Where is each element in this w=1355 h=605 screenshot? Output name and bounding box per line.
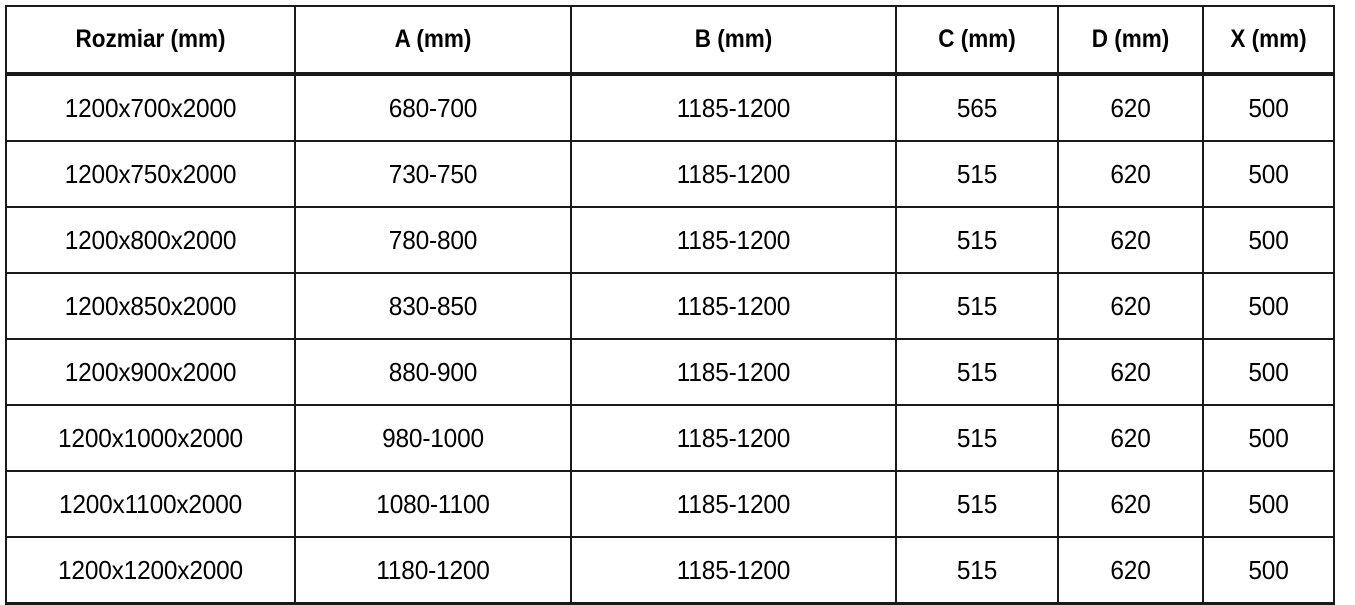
column-header-c: C (mm) (903, 5, 1051, 76)
cell-a: 830-850 (302, 272, 564, 340)
cell-d: 620 (1061, 73, 1200, 142)
cell-size: 1200x1200x2000 (13, 536, 288, 605)
cell-b: 1185-1200 (579, 338, 888, 406)
table-header-row: Rozmiar (mm) A (mm) B (mm) C (mm) D (mm)… (6, 5, 1334, 76)
cell-x: 500 (1205, 404, 1332, 472)
cell-b: 1185-1200 (579, 404, 888, 472)
cell-a: 680-700 (302, 73, 564, 142)
cell-c: 515 (899, 140, 1055, 208)
specification-table-container: Rozmiar (mm) A (mm) B (mm) C (mm) D (mm)… (5, 5, 1335, 605)
cell-d: 620 (1061, 536, 1200, 605)
cell-a: 1080-1100 (302, 470, 564, 538)
cell-size: 1200x700x2000 (13, 73, 288, 142)
cell-c: 565 (899, 73, 1055, 142)
cell-size: 1200x900x2000 (13, 338, 288, 406)
column-header-a: A (mm) (307, 5, 559, 76)
table-row: 1200x850x2000 830-850 1185-1200 515 620 … (6, 272, 1334, 340)
cell-size: 1200x850x2000 (13, 272, 288, 340)
cell-x: 500 (1205, 140, 1332, 208)
cell-d: 620 (1061, 470, 1200, 538)
cell-size: 1200x800x2000 (13, 206, 288, 274)
cell-a: 780-800 (302, 206, 564, 274)
cell-c: 515 (899, 404, 1055, 472)
column-header-size: Rozmiar (mm) (19, 5, 282, 76)
cell-a: 1180-1200 (302, 536, 564, 605)
specification-table: Rozmiar (mm) A (mm) B (mm) C (mm) D (mm)… (5, 5, 1335, 605)
table-row: 1200x1200x2000 1180-1200 1185-1200 515 6… (6, 536, 1334, 605)
table-row: 1200x900x2000 880-900 1185-1200 515 620 … (6, 338, 1334, 406)
cell-c: 515 (899, 338, 1055, 406)
cell-size: 1200x750x2000 (13, 140, 288, 208)
cell-b: 1185-1200 (579, 73, 888, 142)
cell-a: 980-1000 (302, 404, 564, 472)
cell-b: 1185-1200 (579, 206, 888, 274)
cell-d: 620 (1061, 404, 1200, 472)
cell-b: 1185-1200 (579, 140, 888, 208)
cell-b: 1185-1200 (579, 470, 888, 538)
cell-d: 620 (1061, 272, 1200, 340)
cell-x: 500 (1205, 272, 1332, 340)
cell-x: 500 (1205, 536, 1332, 605)
cell-a: 880-900 (302, 338, 564, 406)
cell-b: 1185-1200 (579, 272, 888, 340)
cell-x: 500 (1205, 338, 1332, 406)
cell-d: 620 (1061, 338, 1200, 406)
cell-a: 730-750 (302, 140, 564, 208)
cell-c: 515 (899, 206, 1055, 274)
cell-b: 1185-1200 (579, 536, 888, 605)
column-header-x: X (mm) (1208, 5, 1329, 76)
column-header-b: B (mm) (586, 5, 881, 76)
table-body: 1200x700x2000 680-700 1185-1200 565 620 … (6, 73, 1334, 605)
cell-x: 500 (1205, 73, 1332, 142)
table-row: 1200x1000x2000 980-1000 1185-1200 515 62… (6, 404, 1334, 472)
column-header-d: D (mm) (1064, 5, 1197, 76)
table-row: 1200x700x2000 680-700 1185-1200 565 620 … (6, 73, 1334, 142)
cell-size: 1200x1100x2000 (13, 470, 288, 538)
cell-c: 515 (899, 536, 1055, 605)
cell-x: 500 (1205, 206, 1332, 274)
cell-c: 515 (899, 470, 1055, 538)
cell-x: 500 (1205, 470, 1332, 538)
cell-d: 620 (1061, 140, 1200, 208)
cell-c: 515 (899, 272, 1055, 340)
cell-d: 620 (1061, 206, 1200, 274)
table-row: 1200x750x2000 730-750 1185-1200 515 620 … (6, 140, 1334, 208)
table-row: 1200x800x2000 780-800 1185-1200 515 620 … (6, 206, 1334, 274)
table-header: Rozmiar (mm) A (mm) B (mm) C (mm) D (mm)… (6, 5, 1334, 76)
table-row: 1200x1100x2000 1080-1100 1185-1200 515 6… (6, 470, 1334, 538)
cell-size: 1200x1000x2000 (13, 404, 288, 472)
